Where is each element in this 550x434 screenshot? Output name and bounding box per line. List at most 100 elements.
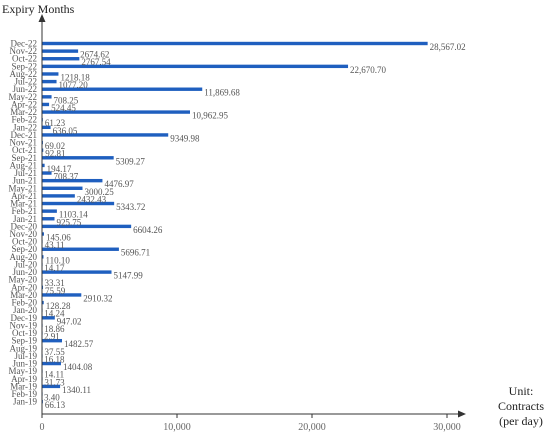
bar-jul-21 (42, 171, 52, 175)
bar-jun-20 (42, 270, 112, 274)
category-label-mar-19: Mar-19 (10, 381, 37, 391)
category-label-oct-20: Oct-20 (12, 237, 37, 247)
x-tick-label: 0 (40, 422, 45, 433)
value-label-apr-21: 2432.43 (77, 194, 107, 204)
category-label-dec-20: Dec-20 (11, 221, 38, 231)
value-label-oct-22: 2767.54 (81, 57, 111, 67)
x-tick-label: 10,000 (163, 422, 191, 433)
value-label-jul-20: 14.17 (44, 263, 65, 273)
category-label-nov-21: Nov-21 (10, 138, 38, 148)
value-label-nov-19: 18.86 (44, 324, 65, 334)
bar-sep-21 (42, 156, 114, 160)
bar-aug-21 (42, 163, 45, 168)
bar-aug-22 (42, 72, 59, 76)
value-label-sep-22: 22,670.70 (350, 65, 387, 75)
bar-apr-22 (42, 102, 50, 107)
bar-sep-22 (42, 64, 349, 69)
bar-apr-21 (42, 194, 75, 198)
bar-jun-21 (42, 178, 103, 183)
y-axis-arrow (38, 14, 46, 22)
category-label-jul-19: Jul-19 (15, 351, 38, 361)
value-label-jun-22: 11,869.68 (204, 88, 240, 98)
value-label-sep-20: 5696.71 (121, 248, 150, 258)
x-ticks-group: 0 10,000 20,000 30,000 (40, 414, 461, 433)
value-label-nov-22: 2674.62 (80, 50, 109, 60)
x-tick-label: 20,000 (298, 422, 326, 433)
value-label-may-20: 33.31 (44, 278, 64, 288)
bar-feb-21 (42, 209, 57, 213)
value-label-mar-19: 1340.11 (62, 385, 91, 395)
category-label-feb-19: Feb-19 (12, 389, 38, 399)
value-label-may-19: 14.11 (44, 370, 64, 380)
value-label-oct-20: 43.11 (45, 240, 65, 250)
value-label-mar-20: 2910.32 (83, 293, 112, 303)
bar-oct-21 (42, 148, 44, 152)
bar-apr-20 (42, 285, 44, 290)
value-label-may-21: 3000.25 (85, 187, 115, 197)
category-label-jul-20: Jul-20 (15, 259, 38, 269)
bar-mar-19 (42, 384, 61, 389)
value-label-apr-22: 524.45 (51, 103, 76, 113)
labels-group: Dec-22 28,567.02 Nov-22 2674.62 Oct-22 2767.5… (9, 39, 466, 411)
value-label-jan-21: 925.75 (57, 217, 82, 227)
value-label-jan-19: 66.13 (45, 400, 66, 410)
category-label-mar-20: Mar-20 (10, 290, 37, 300)
value-label-aug-19: 37.55 (45, 347, 66, 357)
category-label-nov-22: Nov-22 (10, 46, 38, 56)
value-label-feb-19: 3.40 (44, 393, 60, 403)
value-label-mar-22: 10,962.95 (192, 111, 229, 121)
category-label-apr-22: Apr-22 (11, 99, 37, 109)
category-label-dec-21: Dec-21 (11, 130, 38, 140)
bar-jan-22 (42, 125, 51, 130)
value-label-apr-20: 75.59 (45, 286, 66, 296)
category-label-sep-22: Sep-22 (12, 61, 38, 71)
x-axis-arrow (458, 410, 466, 418)
category-label-jan-22: Jan-22 (13, 122, 37, 132)
bar-dec-22 (42, 41, 428, 46)
bar-jun-19 (42, 361, 61, 366)
category-label-jul-21: Jul-21 (15, 168, 38, 178)
value-label-jun-20: 5147.99 (114, 271, 144, 281)
value-label-oct-19: 2.91 (44, 332, 60, 342)
value-label-dec-19: 947.02 (57, 316, 82, 326)
unit-label-line: (per day) (499, 414, 543, 428)
category-label-mar-21: Mar-21 (10, 199, 37, 209)
bar-sep-19 (42, 338, 63, 343)
value-label-feb-21: 1103.14 (59, 210, 88, 220)
unit-label-line: Contracts (498, 399, 544, 413)
bar-jan-21 (42, 217, 55, 221)
x-tick-label: 30,000 (433, 422, 461, 433)
value-label-apr-19: 31.73 (44, 377, 65, 387)
bar-nov-20 (42, 232, 44, 236)
bar-mar-22 (42, 110, 190, 114)
bars-group (42, 41, 428, 404)
value-label-feb-20: 128.28 (46, 301, 71, 311)
bar-mar-20 (42, 293, 82, 297)
bar-oct-22 (42, 57, 80, 61)
bar-may-22 (42, 95, 52, 99)
value-label-aug-22: 1218.18 (60, 72, 90, 82)
category-label-oct-22: Oct-22 (12, 54, 37, 64)
value-label-oct-21: 92.81 (45, 149, 65, 159)
category-label-jan-20: Jan-20 (13, 305, 37, 315)
y-axis-title: Expiry Months (2, 2, 75, 16)
category-label-oct-21: Oct-21 (12, 145, 37, 155)
bar-mar-21 (42, 201, 115, 206)
category-label-feb-21: Feb-21 (12, 206, 38, 216)
category-label-may-20: May-20 (9, 275, 38, 285)
category-label-apr-19: Apr-19 (11, 374, 37, 384)
unit-label-line: Unit: (509, 384, 534, 398)
value-label-aug-20: 110.10 (45, 255, 70, 265)
bar-feb-20 (42, 300, 44, 305)
bar-dec-20 (42, 224, 132, 229)
value-label-mar-21: 5343.72 (116, 202, 145, 212)
value-label-jan-22: 636.05 (53, 126, 78, 136)
category-label-jun-21: Jun-21 (13, 176, 38, 186)
axes-group (38, 14, 466, 418)
value-label-jan-20: 14.24 (44, 309, 65, 319)
category-label-aug-19: Aug-19 (10, 343, 38, 353)
category-label-jun-19: Jun-19 (13, 359, 38, 369)
category-label-nov-19: Nov-19 (10, 320, 38, 330)
category-label-jun-20: Jun-20 (13, 267, 38, 277)
bar-nov-22 (42, 49, 79, 53)
